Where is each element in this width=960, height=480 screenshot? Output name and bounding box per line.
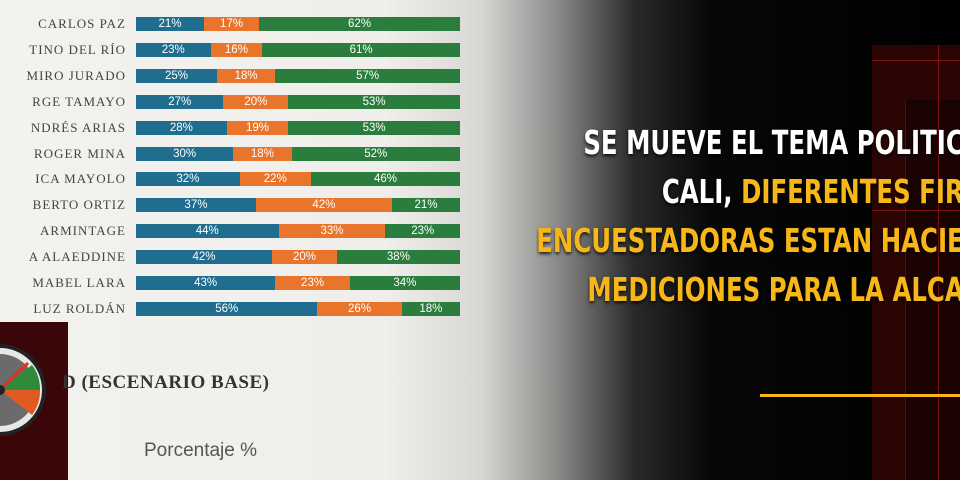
bar-segment: 34% xyxy=(349,276,460,290)
bar-segment: 44% xyxy=(136,224,279,239)
stacked-bar-chart: CARLOS PAZ 21% 17% 62% TINO DEL RÍO 23% 16% 61%… xyxy=(0,0,470,330)
category-label: NDRÉS ARIAS xyxy=(30,119,126,135)
bar-segment: 17% xyxy=(204,17,260,31)
headline-text: SE MUEVE EL TEMA POLITIC xyxy=(583,123,960,162)
category-label: BERTO ORTIZ xyxy=(32,197,126,213)
bar-segment: 18% xyxy=(233,146,292,161)
bar-segment: 57% xyxy=(275,68,460,83)
bar-segment: 56% xyxy=(136,301,318,316)
bar-segment: 53% xyxy=(288,94,460,109)
bar-segment: 26% xyxy=(317,301,402,316)
x-axis-label: Porcentaje % xyxy=(144,440,258,461)
bar-row: 27% 20% 53% xyxy=(136,94,460,109)
bar-row: 28% 19% 53% xyxy=(136,120,460,135)
headline-text: MEDICIONES PARA LA ALCA xyxy=(587,270,960,309)
category-label: LUZ ROLDÁN xyxy=(33,300,126,316)
decorative-red-panel-inner xyxy=(905,100,960,480)
bar-segment: 19% xyxy=(226,120,289,135)
bar-row: 23% 16% 61% xyxy=(136,42,460,57)
bar-segment: 27% xyxy=(136,94,224,109)
bar-row: 32% 22% 46% xyxy=(136,172,460,187)
gauge-icon xyxy=(0,344,46,436)
bar-segment: 23% xyxy=(136,42,211,57)
bar-segment: 23% xyxy=(385,224,460,239)
bar-segment: 21% xyxy=(391,198,460,213)
bar-segment: 43% xyxy=(136,276,276,290)
bar-segment: 53% xyxy=(288,120,460,135)
decorative-line xyxy=(938,45,939,480)
bar-segment: 23% xyxy=(275,276,350,290)
bar-segment: 52% xyxy=(291,146,460,161)
headline-text: ENCUESTADORAS ESTAN HACIE xyxy=(536,221,960,260)
chart-subtitle: D (ESCENARIO BASE) xyxy=(62,372,270,393)
decorative-line xyxy=(872,60,960,61)
bar-segment: 42% xyxy=(255,198,392,213)
bar-segment: 38% xyxy=(336,250,460,265)
category-label: A ALAEDDINE xyxy=(28,249,126,265)
bar-segment: 22% xyxy=(239,172,311,187)
bar-segment: 30% xyxy=(136,146,234,161)
category-label: ARMINTAGE xyxy=(40,223,126,239)
headline-line: MEDICIONES PARA LA ALCA xyxy=(536,265,960,314)
bar-segment: 61% xyxy=(262,42,460,57)
category-label: CARLOS PAZ xyxy=(38,16,126,31)
bar-segment: 28% xyxy=(136,120,227,135)
category-label: MABEL LARA xyxy=(32,275,126,290)
category-label: TINO DEL RÍO xyxy=(29,41,126,57)
bar-segment: 25% xyxy=(136,68,217,83)
bar-row: 30% 18% 52% xyxy=(136,146,460,161)
bar-segment: 21% xyxy=(136,17,205,31)
category-label: ICA MAYOLO xyxy=(35,171,126,187)
bar-row: 44% 33% 23% xyxy=(136,224,460,239)
bar-row: 42% 20% 38% xyxy=(136,250,460,265)
bar-segment: 18% xyxy=(401,301,460,316)
category-label: MIRO JURADO xyxy=(26,67,126,83)
bar-segment: 62% xyxy=(259,17,460,31)
bar-segment: 16% xyxy=(210,42,263,57)
headline: SE MUEVE EL TEMA POLITIC CALI, DIFERENTES… xyxy=(536,118,960,314)
headline-text: DIFERENTES FIR xyxy=(741,172,960,211)
headline-text: CALI, xyxy=(662,172,742,211)
category-label: ROGER MINA xyxy=(34,145,126,161)
bar-segment: 20% xyxy=(223,94,289,109)
bar-segment: 46% xyxy=(310,172,460,187)
bar-segment: 42% xyxy=(136,250,273,265)
bar-row: 25% 18% 57% xyxy=(136,68,460,83)
bar-segment: 37% xyxy=(136,198,256,213)
bar-row: 43% 23% 34% xyxy=(136,276,460,290)
bar-row: 37% 42% 21% xyxy=(136,198,460,213)
headline-line: ENCUESTADORAS ESTAN HACIE xyxy=(536,216,960,265)
bar-row: 21% 17% 62% xyxy=(136,17,460,31)
bar-segment: 18% xyxy=(217,68,276,83)
headline-line: SE MUEVE EL TEMA POLITIC xyxy=(536,118,960,167)
decorative-line xyxy=(872,210,960,211)
bar-segment: 32% xyxy=(136,172,240,187)
category-label: RGE TAMAYO xyxy=(32,93,126,109)
bar-segment: 33% xyxy=(278,224,386,239)
bar-segment: 20% xyxy=(272,250,337,265)
headline-line: CALI, DIFERENTES FIR xyxy=(536,167,960,216)
bar-row: 56% 26% 18% xyxy=(136,301,460,316)
headline-underline xyxy=(760,394,960,397)
